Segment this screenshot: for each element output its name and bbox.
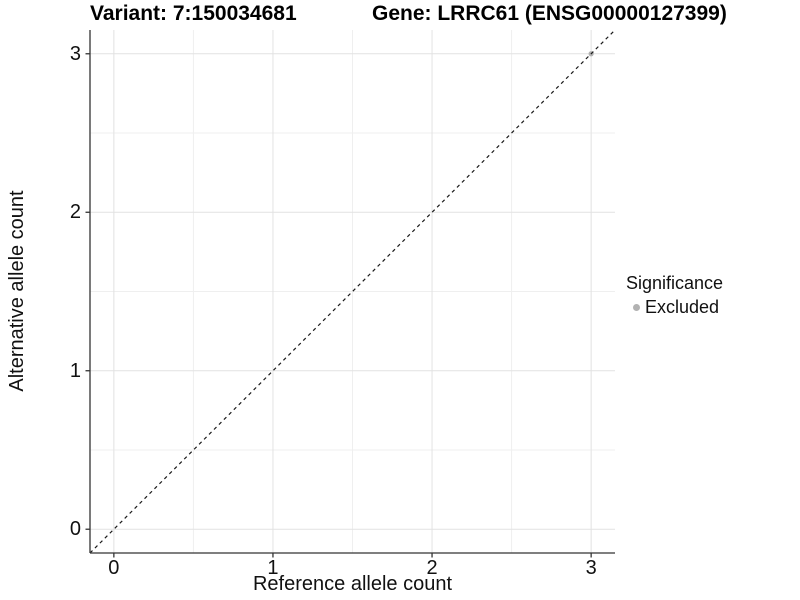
legend-item-label: Excluded	[645, 297, 720, 317]
y-axis-title: Alternative allele count	[6, 190, 28, 392]
y-tick-label: 3	[69, 42, 81, 65]
y-tick-label: 0	[69, 518, 81, 541]
x-tick-label: 1	[267, 557, 279, 579]
legend: Significance Excluded	[626, 272, 723, 317]
y-tick-label: 1	[69, 359, 81, 382]
plot-title-gene: Gene: LRRC61 (ENSG00000127399)	[372, 2, 727, 25]
identity-reference-line	[89, 29, 616, 554]
plot-title-variant: Variant: 7:150034681	[90, 2, 297, 25]
y-tick-label: 2	[69, 201, 81, 224]
excluded-point-icon	[633, 303, 640, 311]
legend-item-excluded: Excluded	[633, 297, 723, 317]
legend-title: Significance	[626, 273, 724, 293]
x-tick-label: 2	[426, 557, 438, 579]
x-tick-label: 0	[108, 557, 120, 579]
x-axis-title: Reference allele count	[252, 573, 452, 595]
x-tick-label: 3	[585, 557, 597, 579]
